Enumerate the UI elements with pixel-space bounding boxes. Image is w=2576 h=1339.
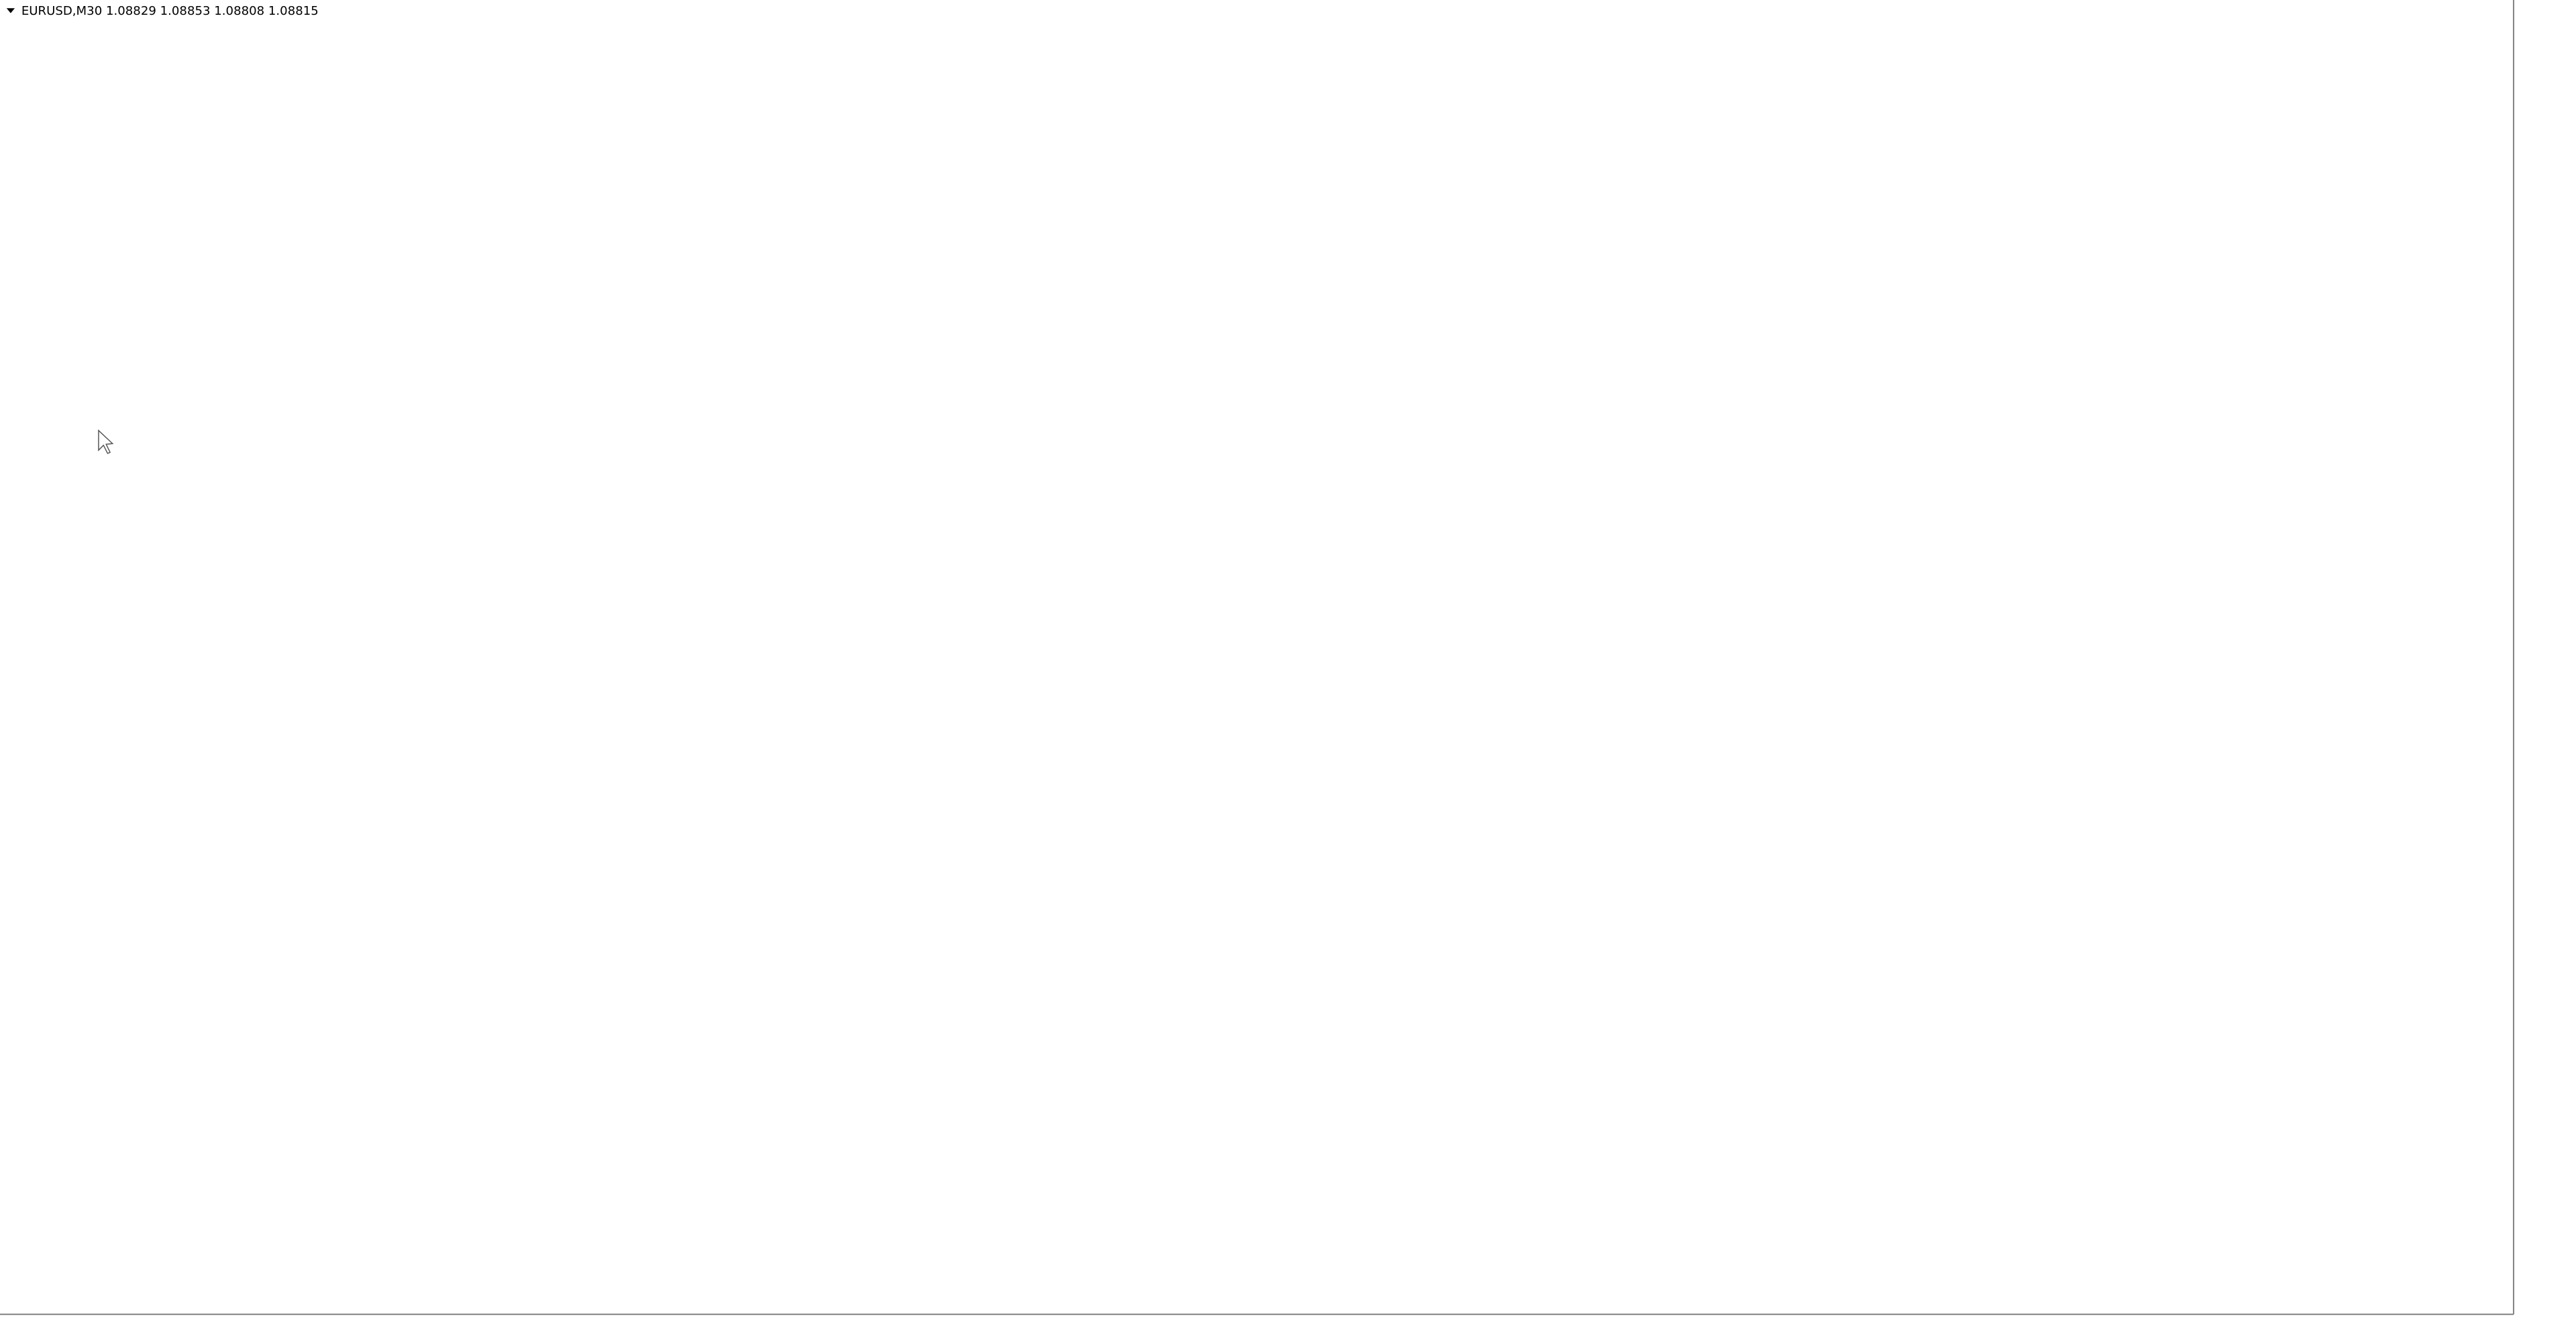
symbol-header: EURUSD,M30 1.08829 1.08853 1.08808 1.088… [21,4,319,18]
price-axis-bg [2513,0,2576,1339]
mouse-cursor [98,429,114,454]
header-triangle[interactable] [6,8,15,13]
